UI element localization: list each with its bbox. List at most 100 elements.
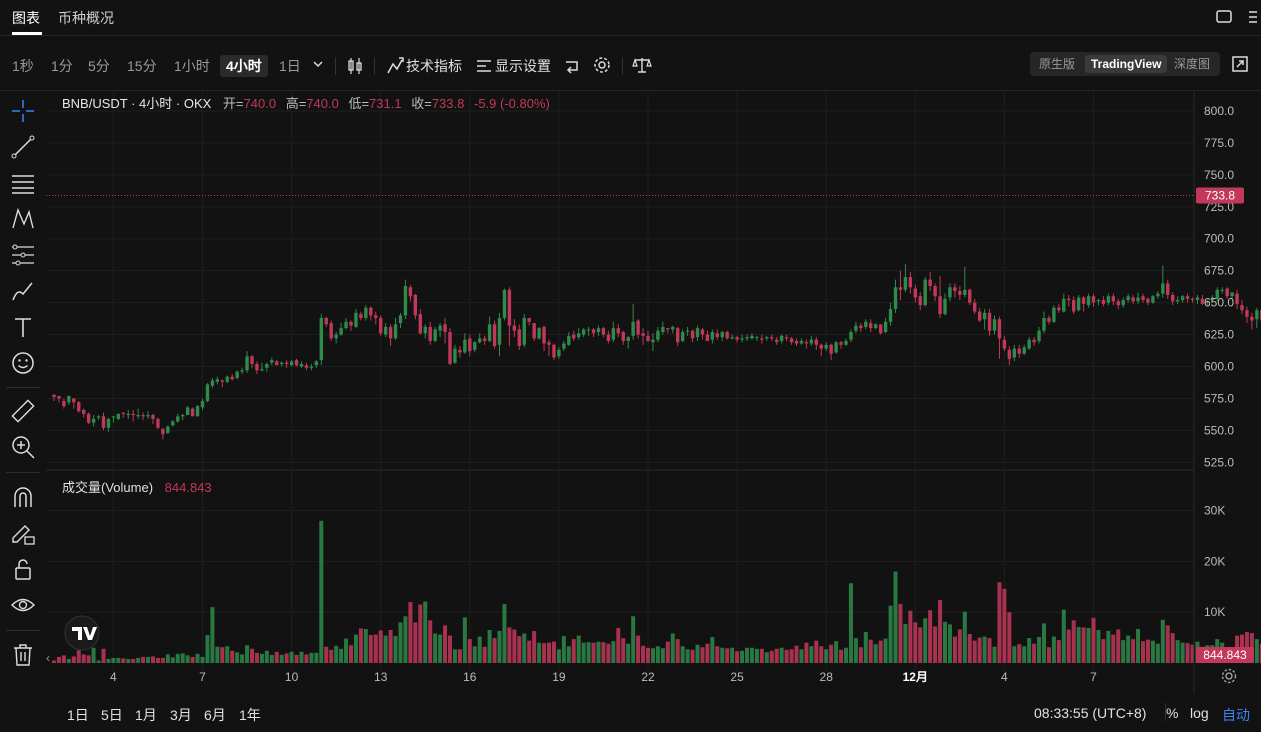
volume-bar [829, 644, 834, 663]
volume-bar [616, 627, 621, 663]
timeframe-1m[interactable]: 1分 [51, 58, 73, 74]
timeframe-1h[interactable]: 1小时 [174, 58, 210, 74]
volume-bar [1145, 639, 1150, 663]
emoji-icon[interactable] [10, 350, 36, 376]
candle-body [1126, 296, 1130, 301]
volume-bar [754, 648, 759, 663]
text-icon[interactable] [10, 314, 36, 340]
volume-bar [1106, 631, 1111, 663]
volume-bar [155, 657, 160, 663]
volume-bar [487, 629, 492, 663]
timeframe-1d[interactable]: 1日 [279, 58, 301, 74]
candle-body [403, 286, 408, 316]
timeframe-15m[interactable]: 15分 [127, 58, 157, 74]
open-label: 开= [223, 96, 244, 111]
display-settings-button[interactable]: 显示设置 [495, 58, 551, 74]
view-depth[interactable]: 深度图 [1174, 57, 1211, 71]
volume-bar [61, 655, 66, 663]
eye-icon[interactable] [10, 592, 36, 618]
view-tradingview[interactable]: TradingView [1085, 55, 1168, 73]
candle-body [794, 340, 799, 344]
volume-bar [799, 649, 804, 663]
candle-body [735, 337, 739, 340]
lock-pencil-icon[interactable] [10, 520, 36, 546]
price-axis[interactable]: 800.0775.0750.0725.0700.0675.0650.0625.0… [1204, 104, 1234, 469]
auto-scale-toggle[interactable]: 自动 [1222, 707, 1250, 723]
volume-bar [349, 645, 353, 663]
candle-body [591, 329, 596, 334]
timeframe-4h[interactable]: 4小时 [220, 55, 268, 77]
time-axis[interactable]: 4 7 10 13 16 19 22 25 28 12月 4 7 [110, 670, 1097, 684]
timeframe-1s[interactable]: 1秒 [12, 58, 34, 74]
candle-body [1235, 293, 1239, 304]
range-3m[interactable]: 3月 [170, 707, 192, 723]
candle-body [596, 328, 601, 332]
candle-body [715, 333, 719, 338]
fib-icon[interactable] [10, 242, 36, 268]
volume-bar [1101, 639, 1106, 663]
fullscreen-icon[interactable] [1232, 56, 1248, 72]
candle-body [893, 287, 898, 309]
gear-icon[interactable] [1221, 668, 1237, 684]
scale-icon[interactable] [632, 56, 652, 74]
parallel-lines-icon[interactable] [10, 170, 36, 196]
trash-icon[interactable] [10, 642, 36, 668]
window-icon[interactable] [1216, 10, 1232, 24]
crosshair-icon[interactable] [10, 98, 36, 124]
candle-body [1180, 296, 1185, 301]
volume-bar [165, 654, 170, 663]
trendline-icon[interactable] [10, 134, 36, 160]
candle-body [864, 321, 868, 327]
candle-body [1230, 292, 1234, 297]
range-1m[interactable]: 1月 [135, 707, 157, 723]
range-1y[interactable]: 1年 [239, 707, 261, 723]
indicator-icon[interactable] [386, 57, 404, 75]
time-tick-label: 7 [1090, 670, 1097, 684]
candle-body [661, 326, 665, 332]
candle-body [1240, 305, 1244, 311]
range-1d[interactable]: 1日 [67, 707, 89, 723]
display-settings-icon[interactable] [476, 58, 492, 74]
candle-style-icon[interactable] [347, 57, 363, 75]
percent-toggle[interactable]: % [1166, 705, 1179, 721]
gear-icon[interactable] [593, 56, 611, 74]
ruler-icon[interactable] [10, 398, 36, 424]
clock-timezone[interactable]: 08:33:55 (UTC+8) [1034, 705, 1147, 721]
symbol-label[interactable]: BNB/USDT · 4小时 · OKX [62, 96, 212, 111]
timeframe-5m[interactable]: 5分 [88, 58, 110, 74]
volume-title[interactable]: 成交量(Volume) [62, 480, 153, 495]
menu-icon[interactable] [1248, 10, 1258, 24]
price-chart[interactable]: 800.0775.0750.0725.0700.0675.0650.0625.0… [46, 92, 1261, 694]
volume-bar [947, 624, 952, 663]
collapse-arrow-icon[interactable]: ‹ [46, 651, 50, 665]
pattern-icon[interactable] [10, 206, 36, 232]
candle-body [730, 337, 734, 339]
indicators-button[interactable]: 技术指标 [406, 58, 462, 74]
zoom-in-icon[interactable] [10, 434, 36, 460]
volume-axis[interactable]: 30K 20K 10K [1204, 504, 1225, 620]
view-native[interactable]: 原生版 [1039, 57, 1076, 71]
volume-bar [230, 650, 235, 663]
unlock-icon[interactable] [10, 556, 36, 582]
tv-logo-icon[interactable] [64, 615, 100, 651]
time-tick-label: 4 [1001, 670, 1008, 684]
volume-bar [1037, 637, 1042, 663]
replay-icon[interactable] [563, 57, 581, 75]
brush-icon[interactable] [10, 278, 36, 304]
log-toggle[interactable]: log [1190, 705, 1209, 721]
volume-bar [259, 653, 264, 663]
volume-bar [1061, 609, 1066, 663]
candle-body [611, 328, 616, 340]
volume-bar [957, 629, 962, 663]
tab-chart[interactable]: 图表 [12, 10, 40, 26]
volume-bar [863, 632, 868, 663]
range-5d[interactable]: 5日 [101, 707, 123, 723]
chevron-down-icon[interactable] [313, 60, 323, 68]
range-6m[interactable]: 6月 [204, 707, 226, 723]
magnet-icon[interactable] [10, 484, 36, 510]
candle-body [443, 324, 447, 332]
tab-coin-overview[interactable]: 币种概况 [58, 10, 114, 26]
time-tick-label: 22 [641, 670, 655, 684]
volume-bar [1056, 640, 1061, 663]
volume-bar [680, 646, 685, 663]
